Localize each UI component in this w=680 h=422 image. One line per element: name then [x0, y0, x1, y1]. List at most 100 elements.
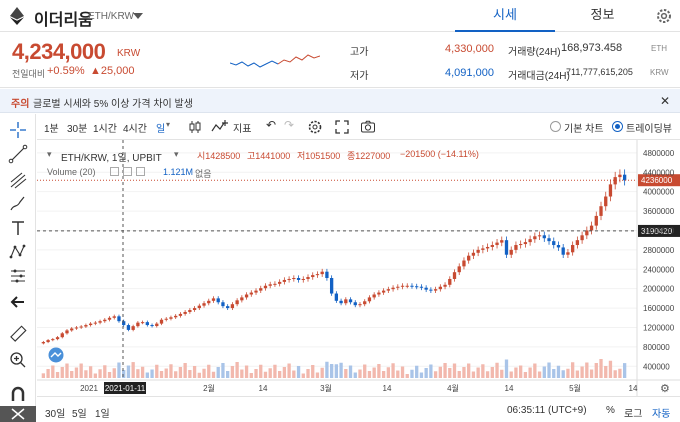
interval-1m[interactable]: 1분: [44, 124, 59, 135]
cloud-icon[interactable]: [45, 347, 67, 363]
volume-bar: [51, 365, 55, 378]
volume-bar: [533, 363, 537, 378]
tradingview-label[interactable]: 트레이딩뷰: [626, 124, 672, 135]
interval-30m[interactable]: 30분: [67, 124, 88, 135]
pattern-icon[interactable]: [8, 242, 28, 262]
range-5d[interactable]: 5일: [72, 409, 87, 420]
basic-chart-radio[interactable]: [550, 121, 561, 132]
time-display[interactable]: 06:35:11 (UTC+9): [507, 405, 587, 416]
volume-bar: [117, 362, 121, 378]
close-small-icon[interactable]: [136, 167, 145, 176]
volume-bar: [315, 372, 320, 378]
axis-settings-icon[interactable]: ⚙: [660, 382, 670, 395]
candle-body: [386, 289, 391, 291]
interval-4h[interactable]: 4시간: [123, 124, 147, 135]
undo-icon[interactable]: ↶: [266, 118, 277, 132]
indicator-button[interactable]: 지표: [233, 124, 252, 135]
candle-body: [268, 284, 272, 286]
volume-bar: [613, 370, 617, 378]
candle-body: [500, 240, 504, 243]
interval-day[interactable]: 일: [156, 124, 166, 135]
chart-symbol[interactable]: ETH/KRW, 1일, UPBIT: [61, 153, 162, 164]
candle-body: [509, 249, 513, 255]
crosshair-icon[interactable]: [8, 120, 28, 140]
eye-icon[interactable]: [110, 167, 119, 176]
percent-toggle[interactable]: %: [606, 405, 615, 416]
volume-bar: [131, 362, 135, 378]
volume-bar: [547, 362, 551, 378]
volume-bar: [216, 367, 220, 378]
candle-body: [381, 290, 386, 293]
candle-body: [315, 274, 320, 276]
magnet-icon[interactable]: [8, 384, 28, 404]
settings-small-icon[interactable]: [123, 167, 132, 176]
tab-info[interactable]: 정보: [590, 7, 615, 22]
auto-toggle[interactable]: 자동: [652, 409, 671, 420]
tradingview-radio[interactable]: [612, 121, 623, 132]
candle-body: [70, 328, 74, 331]
volume-bar: [594, 363, 598, 378]
volume-value: 168,973.458: [561, 42, 623, 54]
chevron-down-icon[interactable]: [133, 13, 143, 19]
interval-dropdown-icon[interactable]: ▾: [166, 120, 171, 129]
candle-body: [471, 252, 476, 256]
text-tool-icon[interactable]: [8, 218, 28, 238]
coin-name[interactable]: 이더리움: [34, 12, 93, 29]
camera-icon[interactable]: [360, 119, 376, 135]
arrow-left-icon[interactable]: [8, 292, 28, 312]
volume-bar: [448, 368, 452, 378]
volume-bar: [400, 366, 405, 378]
brush-icon[interactable]: [8, 194, 28, 214]
tab-quote[interactable]: 시세: [455, 0, 555, 32]
candle-body: [533, 236, 537, 240]
gear-icon[interactable]: [655, 7, 673, 25]
close-icon[interactable]: ✕: [660, 94, 671, 108]
candle-body: [65, 330, 69, 334]
candle-style-icon[interactable]: [187, 119, 203, 135]
candle-body: [353, 302, 357, 306]
volume-bar: [438, 366, 442, 378]
ohlc-low: 저1051500: [297, 151, 341, 161]
crosshair-date-tag: [104, 382, 146, 394]
volume-bar: [396, 370, 400, 378]
candle-body: [51, 339, 55, 341]
hide-drawings-icon[interactable]: [0, 406, 36, 422]
indicator-icon[interactable]: [211, 119, 229, 135]
price-chart[interactable]: 4236000 3190420 4800000 4400000 4000000 3600…: [37, 140, 680, 396]
volume-bar: [509, 371, 513, 378]
volume-bar: [348, 365, 353, 378]
chart-canvas[interactable]: 4236000 3190420 4800000 4400000 4000000 3600…: [37, 140, 680, 396]
candle-body: [320, 271, 324, 275]
x-tick-label: 14: [629, 384, 638, 393]
pitchfork-icon[interactable]: [8, 170, 28, 190]
volume-indicator-label[interactable]: Volume (20): [47, 167, 96, 177]
ruler-icon[interactable]: [8, 324, 28, 344]
basic-chart-label[interactable]: 기본 차트: [564, 124, 604, 135]
trend-line-icon[interactable]: [8, 144, 28, 164]
measure-icon[interactable]: [8, 266, 28, 286]
change-rate: +0.59%: [47, 65, 85, 77]
volume-bar: [150, 369, 154, 378]
volume-bar: [207, 364, 211, 378]
candle-body: [476, 249, 480, 253]
redo-icon[interactable]: ↷: [284, 118, 295, 132]
symbol-dropdown-icon[interactable]: ▾: [174, 149, 179, 159]
volume-bar: [155, 364, 159, 378]
candle-body: [566, 252, 570, 255]
collapse-icon[interactable]: ▾: [47, 149, 52, 159]
candle-body: [112, 316, 116, 318]
settings-icon[interactable]: [307, 119, 323, 135]
volume-bar: [174, 371, 178, 378]
fullscreen-icon[interactable]: [334, 119, 350, 135]
volume-bar: [259, 364, 263, 378]
candle-body: [613, 177, 617, 185]
volume-bar: [618, 368, 622, 378]
current-price-label: 4236000: [641, 176, 673, 185]
zoom-in-icon[interactable]: [8, 350, 28, 370]
range-1d[interactable]: 1일: [95, 409, 110, 420]
range-30d[interactable]: 30일: [45, 409, 66, 420]
candle-body: [424, 287, 428, 290]
interval-1h[interactable]: 1시간: [93, 124, 117, 135]
log-toggle[interactable]: 로그: [624, 409, 643, 420]
candle-body: [325, 271, 329, 279]
